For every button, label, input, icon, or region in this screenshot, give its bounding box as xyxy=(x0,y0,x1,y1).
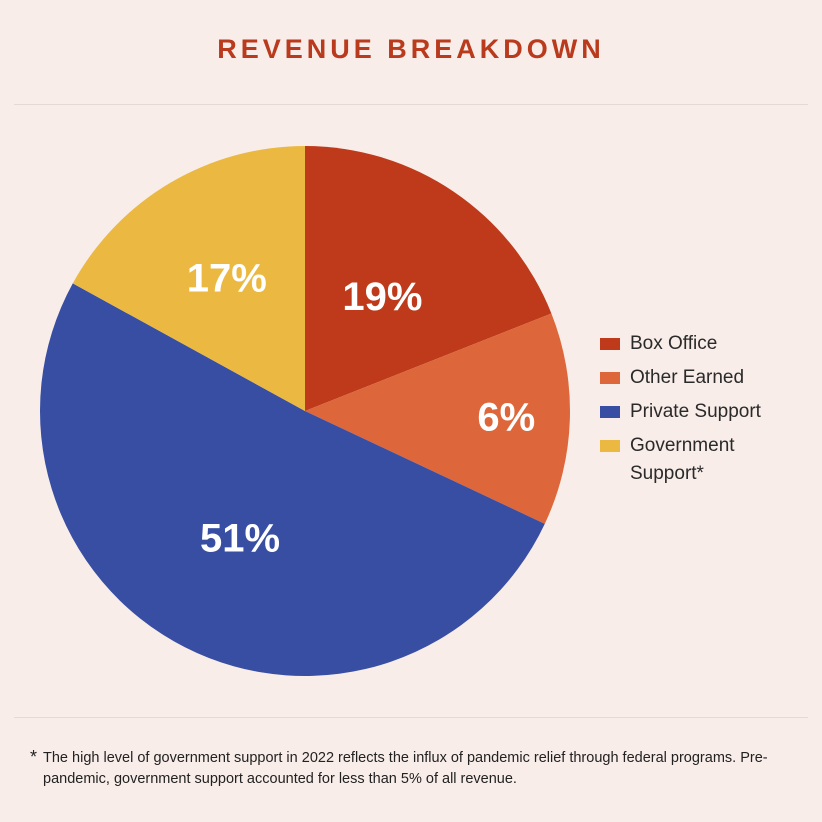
bottom-divider xyxy=(14,717,808,718)
pie-slice-label: 51% xyxy=(200,517,280,561)
chart-legend: Box Office Other Earned Private Support … xyxy=(600,330,790,494)
chart-title: REVENUE BREAKDOWN xyxy=(217,34,605,64)
legend-item-government-support: Government Support* xyxy=(600,432,790,488)
pie-slice-box-office xyxy=(305,146,552,411)
footnote-marker: * xyxy=(30,747,38,767)
pie-slice-private-support xyxy=(39,283,545,677)
pie-slice-government-support xyxy=(72,146,305,411)
legend-label: Other Earned xyxy=(630,367,745,388)
pie-slice-label: 19% xyxy=(342,275,422,319)
footnote: * The high level of government support i… xyxy=(30,748,800,790)
top-divider xyxy=(14,104,808,105)
legend-swatch-government-support xyxy=(600,440,620,452)
legend-label: Government Support* xyxy=(630,435,735,484)
legend-swatch-box-office xyxy=(600,338,620,350)
legend-label: Private Support xyxy=(630,401,761,422)
pie-slice-label: 6% xyxy=(477,395,535,439)
pie-slice-label: 17% xyxy=(187,257,267,301)
legend-item-box-office: Box Office xyxy=(600,330,790,358)
legend-item-other-earned: Other Earned xyxy=(600,364,790,392)
pie-chart: 19% 6% 51% 17% xyxy=(39,146,570,677)
legend-swatch-private-support xyxy=(600,406,620,418)
legend-label: Box Office xyxy=(630,333,718,354)
legend-swatch-other-earned xyxy=(600,372,620,384)
pie-slice-other-earned xyxy=(305,313,570,524)
legend-item-private-support: Private Support xyxy=(600,398,790,426)
footnote-text: The high level of government support in … xyxy=(43,750,768,787)
